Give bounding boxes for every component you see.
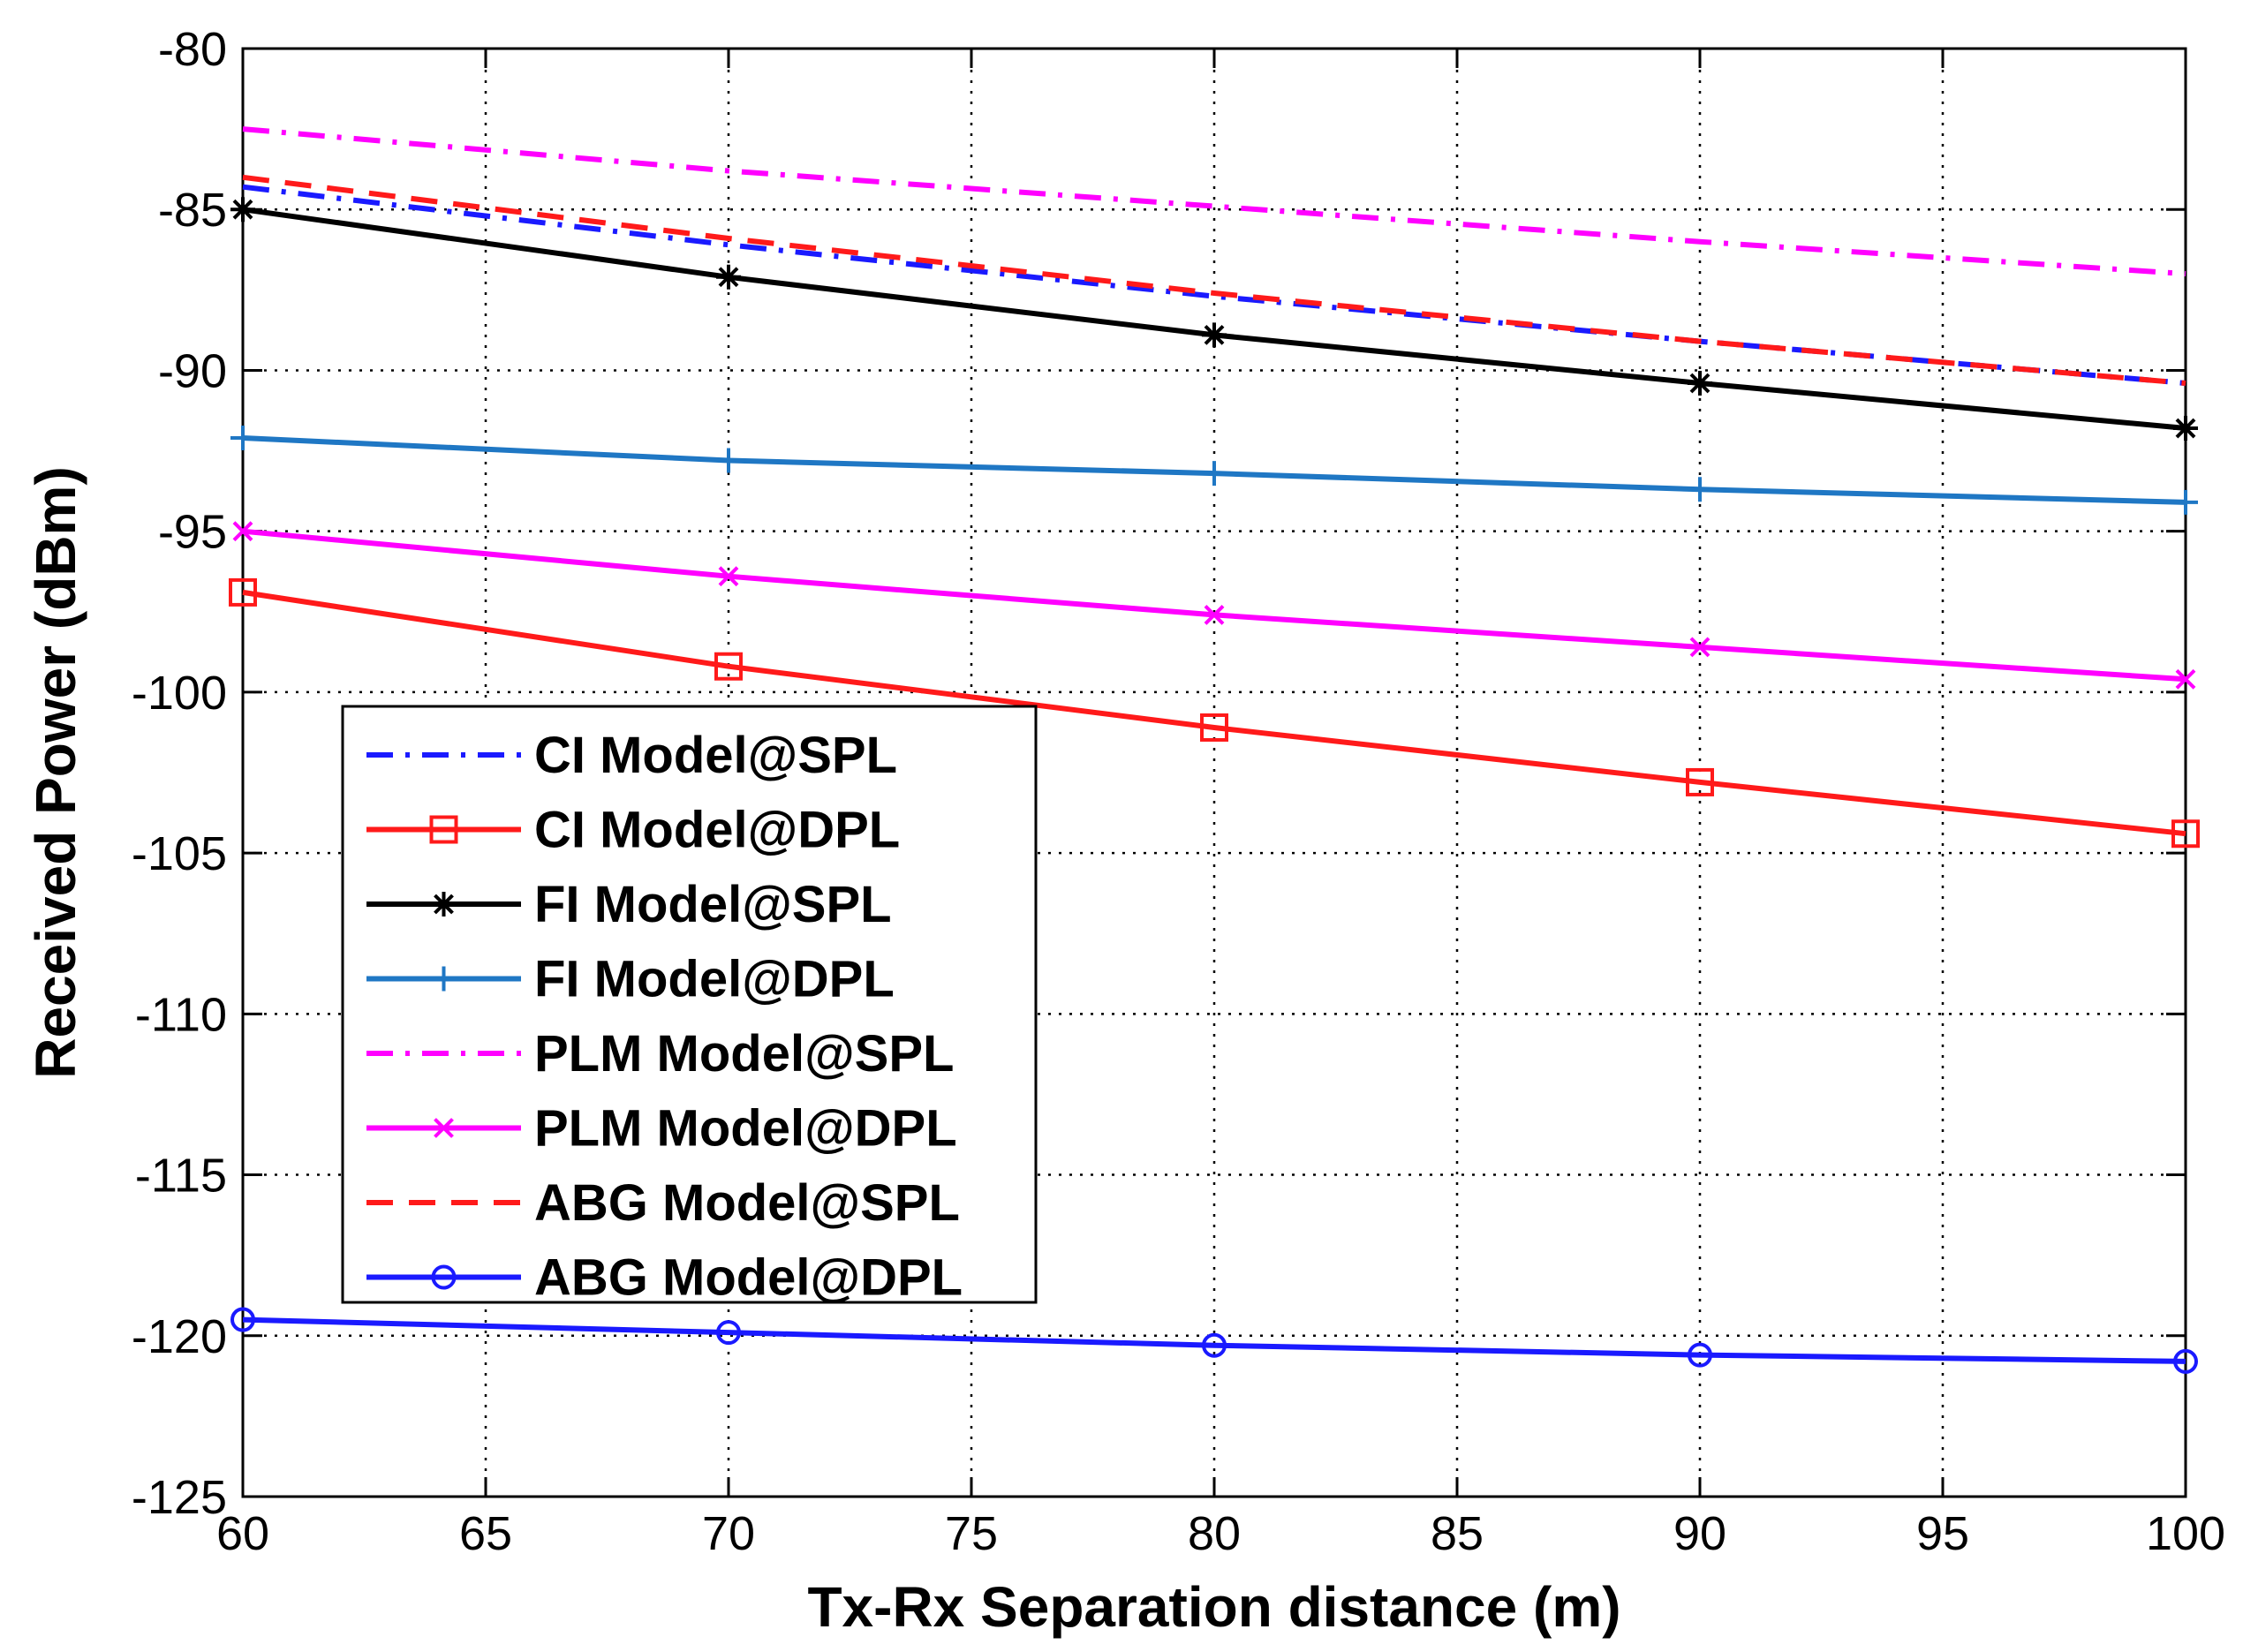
legend-marker <box>434 1118 454 1138</box>
series-plm-model-dpl <box>232 521 2196 690</box>
legend-label: PLM Model@DPL <box>534 1100 957 1158</box>
y-tick-label: -105 <box>132 827 227 880</box>
data-point-marker <box>1686 767 1714 796</box>
data-point-marker <box>716 264 741 290</box>
y-tick-label: -125 <box>132 1471 227 1524</box>
y-axis-title: Received Power (dBm) <box>24 466 87 1079</box>
data-point-marker <box>2175 668 2196 690</box>
series-fi-model-spl <box>230 197 2198 441</box>
y-tick-label: -85 <box>158 184 227 237</box>
legend-item: CI Model@DPL <box>366 802 900 859</box>
y-tick-label: -90 <box>158 344 227 397</box>
legend-item: ABG Model@SPL <box>366 1174 960 1232</box>
data-point-marker <box>1689 637 1711 658</box>
series-abg-model-spl <box>242 174 2186 386</box>
y-tick-label: -115 <box>135 1150 227 1203</box>
series-line <box>242 174 2186 386</box>
x-tick-label: 85 <box>1431 1507 1484 1560</box>
data-point-marker <box>2173 416 2198 441</box>
legend-label: PLM Model@SPL <box>534 1025 954 1082</box>
data-point-marker <box>1202 322 1227 348</box>
x-tick-label: 100 <box>2146 1507 2225 1560</box>
series-ci-model-dpl <box>229 577 2200 849</box>
legend-label: FI Model@SPL <box>534 876 892 933</box>
x-tick-label: 80 <box>1188 1507 1241 1560</box>
legend-item: PLM Model@DPL <box>366 1100 957 1158</box>
data-point-marker <box>2173 1348 2198 1374</box>
data-point-marker <box>1202 461 1227 487</box>
y-tick-label: -100 <box>132 667 227 720</box>
series-plm-model-spl <box>242 126 2186 277</box>
data-point-marker <box>230 425 255 450</box>
legend-item: ABG Model@DPL <box>366 1249 963 1307</box>
data-point-marker <box>230 197 255 223</box>
x-axis-title: Tx-Rx Separation distance (m) <box>807 1575 1620 1639</box>
y-tick-label: -95 <box>158 506 227 559</box>
x-tick-label: 60 <box>216 1507 269 1560</box>
legend-item: CI Model@SPL <box>366 727 897 784</box>
legend: CI Model@SPL CI Model@DPL FI Model@SPL FI M… <box>341 705 1038 1307</box>
legend-item: FI Model@SPL <box>366 876 892 933</box>
x-tick-label: 70 <box>702 1507 755 1560</box>
series-line <box>242 589 2186 837</box>
legend-marker <box>429 815 458 844</box>
data-point-marker <box>716 448 741 473</box>
data-point-marker <box>1688 477 1712 502</box>
data-point-marker <box>230 1307 255 1332</box>
legend-label: CI Model@SPL <box>534 727 897 784</box>
y-tick-label: -80 <box>158 23 227 76</box>
legend-label: FI Model@DPL <box>534 951 895 1008</box>
series-fi-model-dpl <box>230 425 2198 515</box>
y-tick-label: -110 <box>135 988 227 1041</box>
legend-items: CI Model@SPL CI Model@DPL FI Model@SPL FI M… <box>366 727 963 1307</box>
x-tick-label: 95 <box>1916 1507 1969 1560</box>
series-line <box>242 1316 2186 1364</box>
data-point-marker <box>1200 713 1228 742</box>
data-point-marker <box>1688 1342 1712 1368</box>
data-point-marker <box>714 652 743 681</box>
x-tick-label: 65 <box>459 1507 512 1560</box>
data-point-marker <box>1202 1332 1227 1358</box>
data-point-marker <box>716 1320 741 1346</box>
data-point-marker <box>2173 489 2198 515</box>
data-point-marker <box>1204 605 1225 625</box>
legend-label: ABG Model@SPL <box>534 1174 960 1232</box>
y-tick-label: -120 <box>132 1310 227 1363</box>
series-line <box>242 126 2186 277</box>
data-point-marker <box>718 566 739 587</box>
tick-labels: 60 65 70 75 80 85 90 95 100 -125 -120 -115 -110 -105 -… <box>132 23 2225 1560</box>
series-abg-model-dpl <box>230 1307 2198 1374</box>
x-tick-label: 90 <box>1673 1507 1726 1560</box>
legend-item: FI Model@DPL <box>366 951 895 1008</box>
x-tick-label: 75 <box>945 1507 998 1560</box>
legend-label: ABG Model@DPL <box>534 1249 963 1307</box>
legend-marker <box>431 1264 457 1290</box>
data-point-marker <box>229 577 257 607</box>
legend-label: CI Model@DPL <box>534 802 900 859</box>
series-lines <box>229 126 2200 1374</box>
data-point-marker <box>232 521 253 542</box>
legend-marker <box>431 966 457 992</box>
data-point-marker <box>2171 819 2200 849</box>
data-point-marker <box>1688 371 1712 396</box>
legend-item: PLM Model@SPL <box>366 1025 954 1082</box>
legend-marker <box>431 892 457 917</box>
